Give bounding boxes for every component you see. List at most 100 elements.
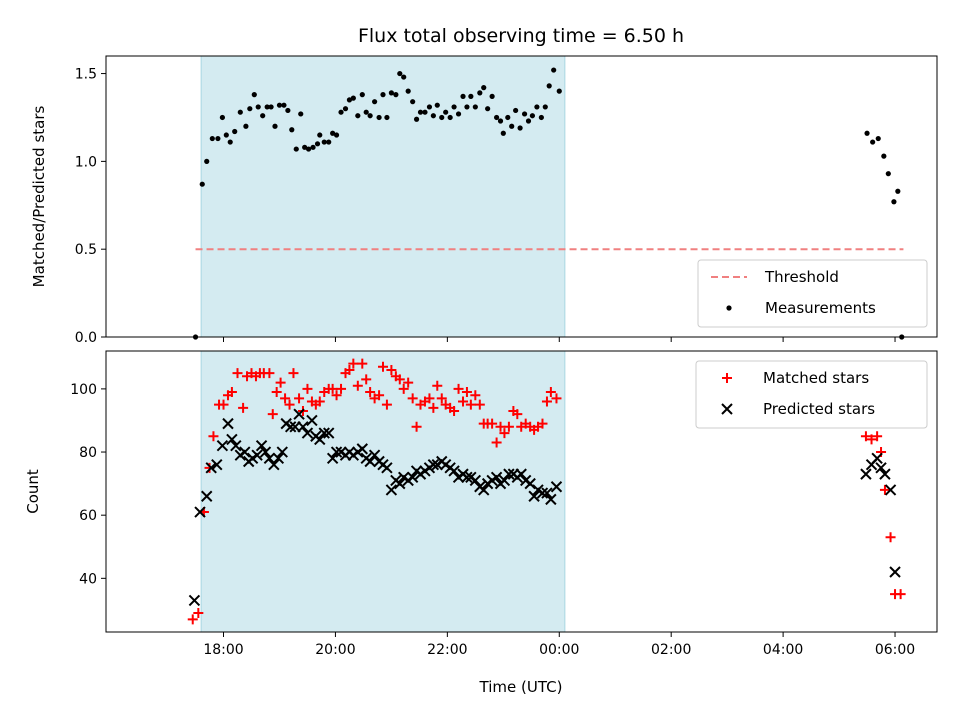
data-point [485,106,491,112]
data-point [365,387,376,398]
data-point [885,171,891,177]
x-tick-label: 06:00 [875,642,915,658]
x-tick-label: 02:00 [651,642,691,658]
data-point [528,490,540,502]
legend-box [695,360,928,429]
data-point [451,104,457,110]
data-point [529,113,536,119]
data-point [363,109,369,115]
data-point [305,146,312,152]
data-point [314,141,321,147]
data-point [330,446,343,458]
data-point [500,130,506,136]
data-point [344,364,355,375]
data-point [470,390,481,401]
data-point [430,113,436,119]
legend-label: Threshold [764,268,839,286]
data-point [276,102,283,108]
data-point [232,368,243,379]
data-point [545,387,556,398]
data-point [505,114,511,121]
data-point [864,130,870,136]
data-point [534,104,540,110]
data-point [465,399,476,410]
y-tick-label: 40 [79,571,97,587]
data-point [498,474,511,487]
data-point [209,135,215,142]
data-point [551,67,557,73]
data-point [333,132,340,138]
data-point [321,139,327,145]
data-point [219,114,225,121]
data-point [509,123,515,129]
data-point [357,358,368,369]
data-point [331,390,342,401]
data-point [216,440,229,452]
data-point [359,92,365,98]
data-point [276,446,288,458]
data-point [350,95,356,101]
data-point [204,158,210,164]
x-tick-label: 04:00 [763,642,803,658]
data-point [860,431,871,442]
data-point [468,93,474,99]
data-point [271,387,282,398]
data-point [551,393,562,404]
data-point [302,144,308,150]
data-point [237,109,243,115]
data-point [381,399,392,410]
data-point [205,462,217,474]
data-point [380,92,386,98]
data-point [372,99,378,105]
data-point [432,380,443,391]
data-point [251,92,257,98]
y-tick-label: 80 [79,445,97,461]
data-point [493,114,500,121]
data-point [384,114,390,121]
data-point [223,132,229,138]
x-tick-label: 18:00 [203,642,243,658]
data-point [879,484,890,495]
legend-marker [722,373,732,383]
data-point [247,106,253,112]
data-point [875,135,881,142]
data-point [489,93,495,99]
data-point [464,104,470,110]
data-point [306,414,318,427]
data-point [323,427,335,439]
data-point [211,458,223,471]
data-point [361,374,372,385]
data-point [260,113,266,119]
data-point [338,109,344,115]
data-point [447,114,453,121]
data-point [436,393,447,404]
y-tick-label: 0.5 [75,242,97,258]
y-tick-label: 0.0 [75,330,97,346]
data-point [405,88,411,94]
y-axis-label: Matched/Predicted stars [30,106,48,288]
data-point [394,374,405,385]
observing-window [201,56,565,337]
data-point [226,387,237,398]
data-point [348,358,359,369]
data-point [541,487,553,499]
data-point [891,199,897,205]
data-point [388,90,394,96]
data-point [550,481,563,493]
legend-box [697,259,928,328]
data-point [284,399,295,410]
data-point [525,118,532,124]
data-point [268,458,280,471]
data-point [879,468,891,480]
data-point [426,104,433,110]
data-point [272,452,285,465]
data-point [895,188,901,194]
data-point [461,387,472,398]
data-point [541,396,552,407]
data-point [424,393,435,404]
series-measurements [192,67,905,340]
data-point [255,440,268,452]
legend: Threshold Measurements [697,259,928,328]
data-point [422,109,428,115]
